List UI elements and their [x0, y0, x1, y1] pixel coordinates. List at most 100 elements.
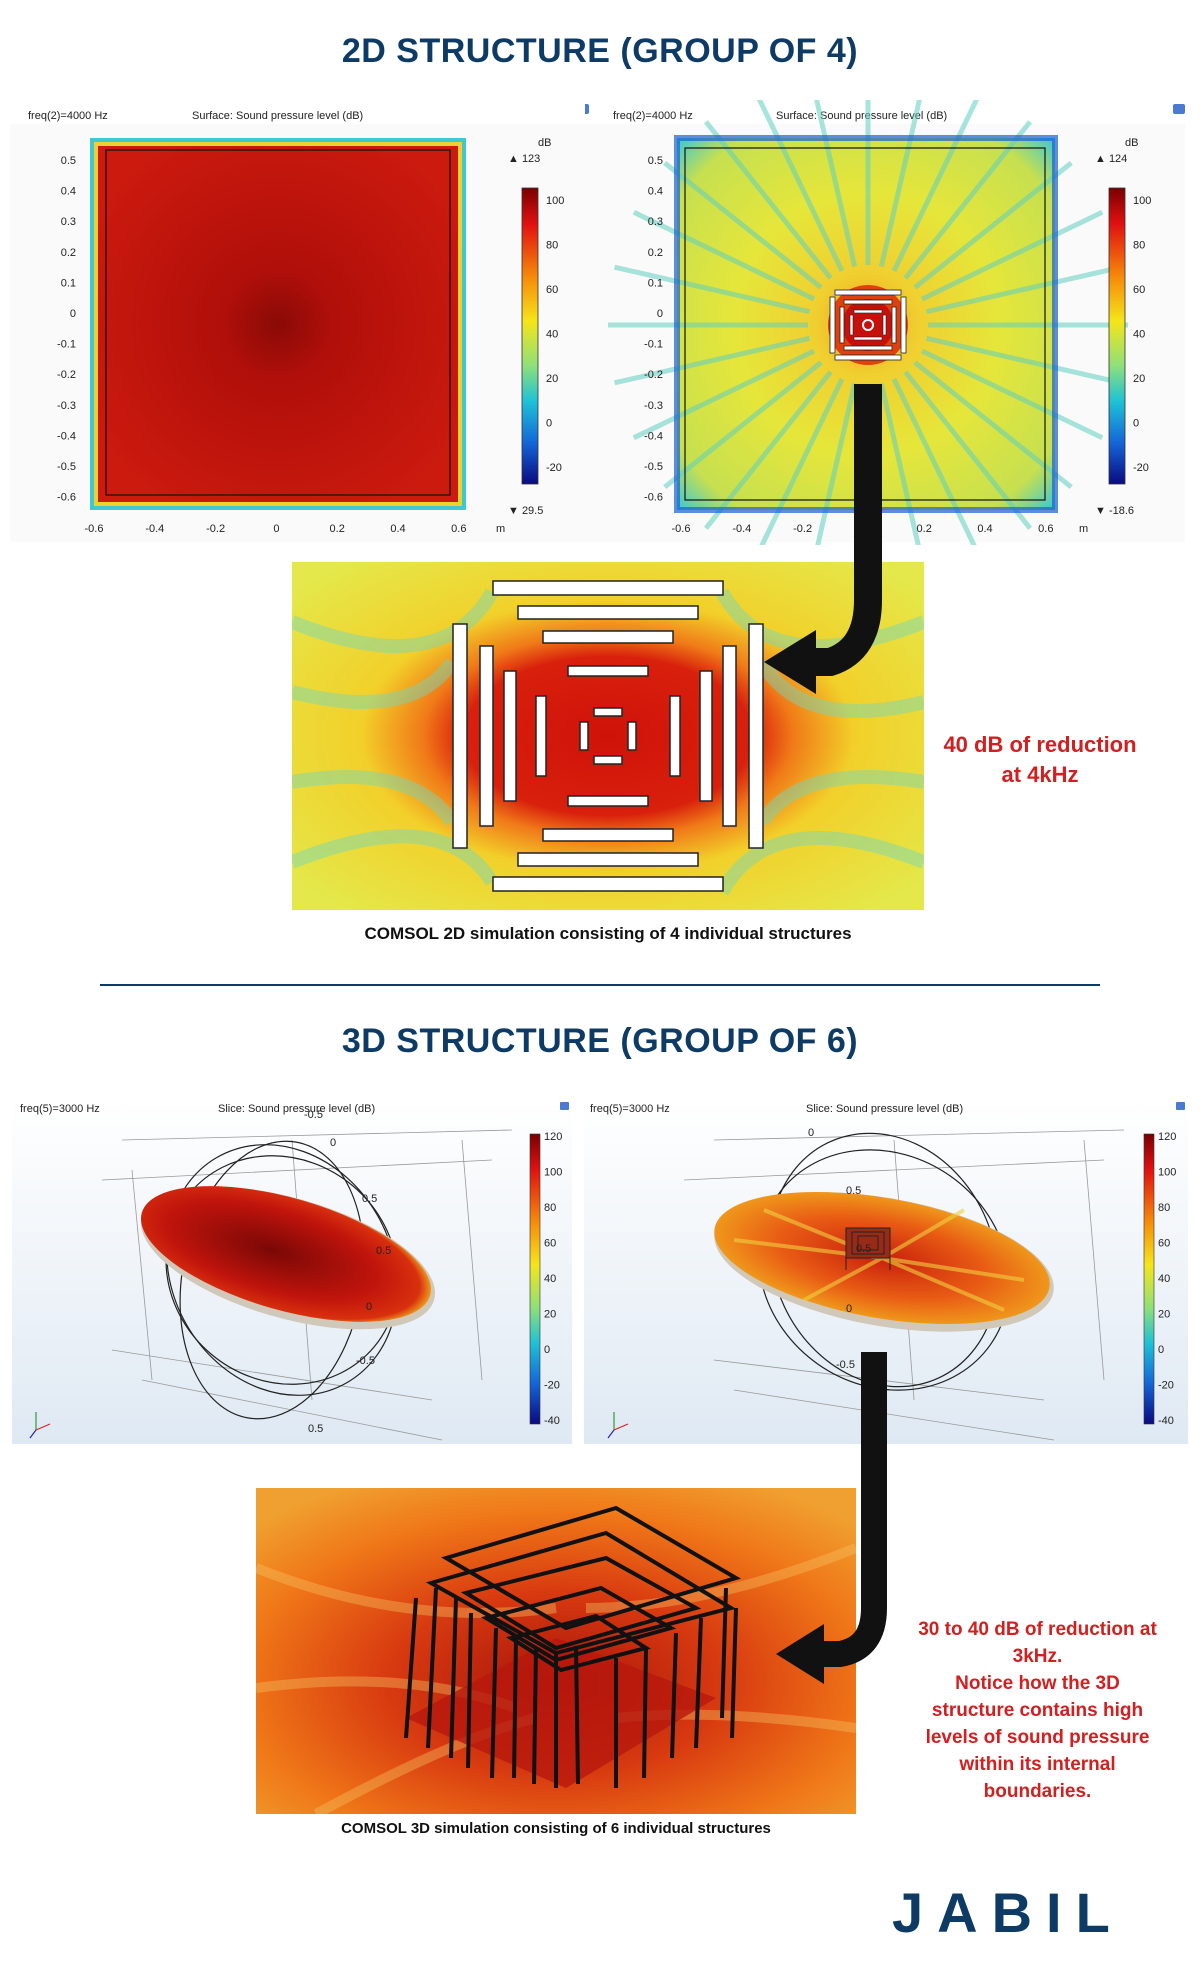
window-icon: [585, 104, 589, 114]
axis-labels: 0 0.5 0.5 0 -0.5: [808, 1127, 871, 1371]
x-tick-label: -0.4: [145, 523, 164, 535]
pressure-streak: [756, 100, 845, 273]
y-tick-label: -0.4: [57, 430, 76, 442]
axis-tick-label: 0.5: [308, 1423, 323, 1435]
sound-field: [98, 146, 458, 502]
window-icon: [1176, 1102, 1185, 1110]
cb-tick-label: 0: [1133, 418, 1139, 430]
pressure-streak: [920, 348, 1104, 441]
x-tick-label: -0.4: [732, 523, 751, 535]
surface-label: Surface: Sound pressure level (dB): [192, 110, 363, 122]
axis-triad: [29, 1412, 51, 1439]
cb-tick-label: 120: [1158, 1131, 1176, 1143]
pressure-streak: [920, 209, 1104, 302]
y-tick-label: 0: [657, 308, 663, 320]
x-ticks: -0.6 -0.4 -0.2 0 0.2 0.4 0.6: [85, 523, 467, 535]
callout-3d: 30 to 40 dB of reduction at 3kHz. Notice…: [918, 1619, 1157, 1802]
slice-disc: [140, 1186, 432, 1322]
slice-label: Slice: Sound pressure level (dB): [806, 1103, 963, 1115]
structure-group: [828, 285, 908, 365]
y-tick-label: 0.2: [61, 247, 76, 259]
cb-tick-label: 80: [544, 1202, 556, 1214]
cb-tick-label: 40: [546, 329, 558, 341]
window-icon: [560, 1102, 569, 1110]
colorbar: [1108, 187, 1126, 485]
pressure-streak: [613, 335, 811, 386]
axis-tick-label: 0: [330, 1137, 336, 1149]
colorbar: [529, 1133, 541, 1425]
axis-tick-label: 0.5: [376, 1245, 391, 1257]
caption-2d: COMSOL 2D simulation consisting of 4 ind…: [364, 924, 852, 943]
axis-tick-label: 0.5: [856, 1243, 871, 1255]
y-tick-label: -0.5: [644, 461, 663, 473]
cb-tick-label: 80: [546, 240, 558, 252]
x-tick-label: 0.2: [917, 523, 932, 535]
cb-tick-label: 100: [1133, 195, 1151, 207]
cb-tick-label: -20: [1133, 462, 1149, 474]
axis-tick-label: -0.5: [836, 1359, 855, 1371]
y-tick-label: -0.2: [57, 369, 76, 381]
y-tick-label: -0.5: [57, 461, 76, 473]
pressure-streak: [814, 100, 858, 268]
cb-tick-label: 0: [544, 1344, 550, 1356]
y-tick-label: 0: [70, 308, 76, 320]
cb-tick-label: 0: [546, 418, 552, 430]
cb-tick-label: -20: [544, 1380, 560, 1392]
y-tick-label: 0.1: [648, 277, 663, 289]
colorbar-ticks: 120 100 80 60 40 20 0 -20 -40: [544, 1131, 562, 1427]
y-tick-label: -0.3: [644, 400, 663, 412]
axis-tick-label: 0: [366, 1301, 372, 1313]
axis-tick-label: 0.5: [362, 1193, 377, 1205]
x-tick-label: -0.2: [206, 523, 225, 535]
cb-tick-label: 60: [1158, 1238, 1170, 1250]
colorbar: [1143, 1133, 1155, 1425]
pressure-streak: [663, 160, 823, 290]
y-tick-label: -0.1: [644, 339, 663, 351]
colorbar-ticks: 100 80 60 40 20 0 -20: [546, 195, 564, 474]
jabil-logo: JABIL: [892, 1881, 1124, 1944]
pressure-streak: [878, 382, 921, 545]
pressure-streak: [759, 377, 845, 545]
cb-min: ▼ 29.5: [508, 505, 543, 517]
section-title-2d: 2D STRUCTURE (GROUP OF 4): [341, 32, 859, 70]
caption-3d: COMSOL 3D simulation consisting of 6 ind…: [341, 1820, 771, 1837]
cb-tick-label: 60: [546, 284, 558, 296]
y-tick-label: 0.3: [61, 216, 76, 228]
structure-3d-zoom: [404, 1505, 742, 1788]
pressure-streak: [663, 360, 823, 490]
y-tick-label: 0.3: [648, 216, 663, 228]
cb-tick-label: 40: [1133, 329, 1145, 341]
cb-tick-label: 20: [546, 373, 558, 385]
y-tick-label: 0.5: [61, 155, 76, 167]
x-tick-label: 0.2: [330, 523, 345, 535]
y-tick-label: 0.5: [648, 155, 663, 167]
freq-label: freq(5)=3000 Hz: [20, 1103, 100, 1115]
freq-label: freq(5)=3000 Hz: [590, 1103, 670, 1115]
zoom-2d: [292, 562, 924, 910]
pressure-streak: [703, 370, 833, 530]
window-icon: [1173, 104, 1185, 114]
pressure-streak: [613, 264, 811, 315]
cb-tick-label: 120: [544, 1131, 562, 1143]
y-tick-label: -0.1: [57, 339, 76, 351]
pressure-streak: [878, 100, 922, 268]
cb-tick-label: -20: [546, 462, 562, 474]
freq-label: freq(2)=4000 Hz: [28, 110, 108, 122]
cb-tick-label: 80: [1133, 240, 1145, 252]
callout-2d: 40 dB of reduction at 4kHz: [943, 732, 1137, 787]
x-tick-label: -0.2: [793, 523, 812, 535]
y-tick-label: -0.3: [57, 400, 76, 412]
cb-tick-label: 20: [544, 1309, 556, 1321]
arrow-3d: [776, 1352, 887, 1684]
x-tick-label: -0.6: [672, 523, 691, 535]
axis-triad: [607, 1412, 629, 1439]
cb-tick-label: 60: [1133, 284, 1145, 296]
axis-labels: -0.5 0 0.5 0.5 0 -0.5 0.5: [304, 1109, 391, 1435]
structure-3d: [845, 1227, 891, 1270]
cb-tick-label: -20: [1158, 1380, 1174, 1392]
y-tick-label: -0.4: [644, 430, 663, 442]
cb-tick-label: 40: [544, 1273, 556, 1285]
pressure-streak: [891, 377, 977, 545]
cb-tick-label: -40: [1158, 1415, 1174, 1427]
section-divider: [100, 984, 1100, 986]
